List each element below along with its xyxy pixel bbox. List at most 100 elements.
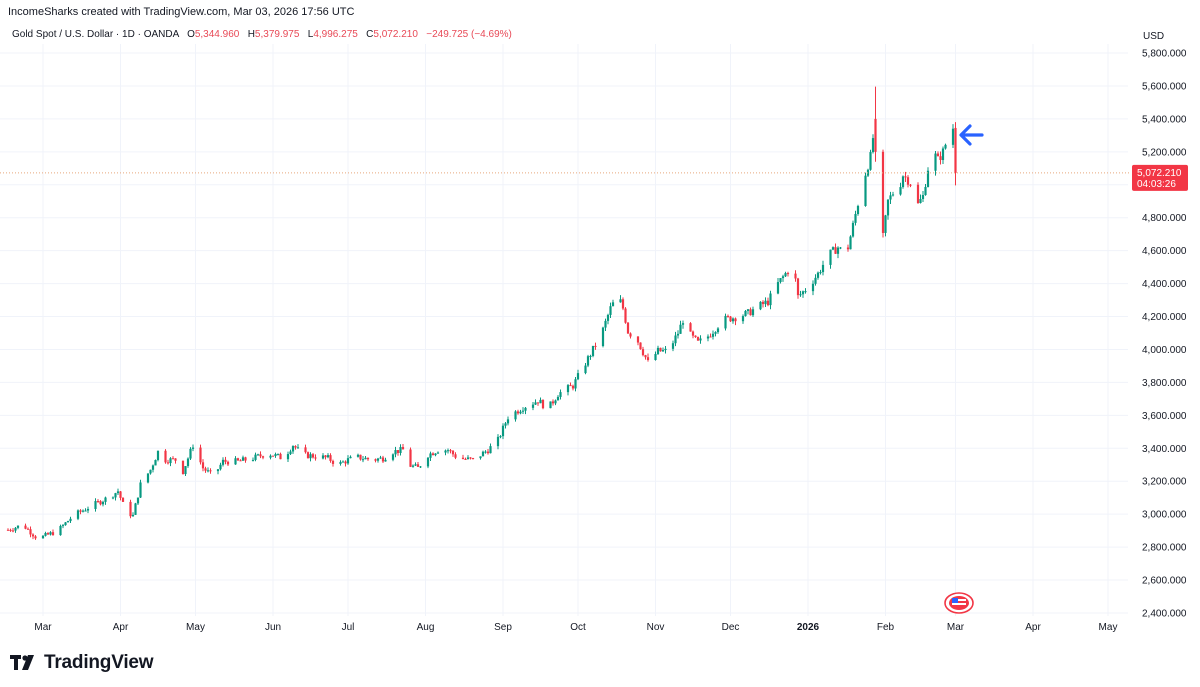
time-axis[interactable]: Mar Apr May Jun Jul Aug Sep Oct Nov Dec 2026 Feb Mar… bbox=[34, 622, 1117, 633]
candle-body bbox=[391, 454, 395, 460]
candle-body bbox=[361, 459, 365, 461]
candle-body bbox=[584, 365, 587, 374]
candle-body bbox=[524, 407, 527, 411]
candle-body bbox=[794, 273, 797, 279]
candle-body bbox=[951, 128, 955, 145]
close-value: 5,072.210 bbox=[373, 29, 418, 40]
candle-body bbox=[626, 322, 630, 334]
candle-body bbox=[86, 508, 90, 511]
candle-body bbox=[314, 457, 317, 459]
candle-body bbox=[576, 373, 580, 380]
candle-body bbox=[436, 452, 440, 454]
time-tick-label: Sep bbox=[494, 622, 512, 633]
candle-body bbox=[781, 276, 785, 279]
candle-body bbox=[49, 532, 52, 535]
candle-body bbox=[881, 151, 885, 233]
candle-body bbox=[904, 176, 907, 178]
candle-body bbox=[94, 501, 97, 509]
time-tick-label: Oct bbox=[570, 622, 586, 633]
candle-body bbox=[671, 343, 675, 349]
candle-body bbox=[41, 535, 45, 539]
candle-body bbox=[681, 323, 685, 325]
candle-body bbox=[276, 453, 280, 455]
candle-body bbox=[469, 457, 472, 459]
candle-body bbox=[379, 457, 382, 459]
candle-body bbox=[411, 465, 415, 467]
candle-body bbox=[184, 466, 187, 475]
currency-label[interactable]: USD bbox=[1143, 31, 1165, 42]
candle-body bbox=[856, 205, 860, 214]
candle-body bbox=[481, 451, 485, 457]
candle-body bbox=[954, 127, 957, 173]
price-tick-label: 5,400.000 bbox=[1142, 114, 1187, 125]
last-price-label: 5,072.210 bbox=[1137, 168, 1182, 179]
candle-body bbox=[409, 449, 412, 467]
candle-body bbox=[366, 457, 370, 460]
time-tick-label: May bbox=[1099, 622, 1118, 633]
candle-body bbox=[539, 399, 542, 404]
candle-body bbox=[676, 333, 680, 336]
candle-body bbox=[461, 457, 465, 459]
candle-body bbox=[731, 318, 735, 322]
candle-body bbox=[449, 450, 452, 452]
candle-body bbox=[381, 457, 385, 462]
candle-body bbox=[76, 510, 80, 519]
tradingview-brand: TradingView bbox=[44, 652, 154, 673]
change-value: −249.725 (−4.69%) bbox=[426, 29, 512, 40]
candle-body bbox=[551, 401, 555, 404]
high-label: H bbox=[247, 29, 255, 40]
candle-body bbox=[151, 465, 155, 470]
candle-body bbox=[16, 525, 20, 528]
candle-body bbox=[871, 138, 875, 153]
candle-body bbox=[899, 187, 902, 195]
candle-body bbox=[764, 300, 767, 305]
candle-body bbox=[709, 336, 712, 338]
candle-body bbox=[654, 353, 657, 361]
candle-body bbox=[659, 347, 662, 352]
candle-body bbox=[814, 277, 817, 284]
candle-body bbox=[416, 464, 420, 467]
candle-body bbox=[661, 350, 665, 352]
candle-body bbox=[131, 514, 135, 517]
candle-body bbox=[349, 456, 352, 459]
candle-body bbox=[201, 462, 205, 469]
tradingview-logo[interactable]: TradingView bbox=[10, 652, 154, 674]
candle-body bbox=[359, 454, 362, 460]
us-flag-event-icon[interactable] bbox=[944, 592, 974, 614]
candle-body bbox=[426, 457, 430, 467]
candle-body bbox=[519, 411, 522, 414]
candle-body bbox=[396, 450, 400, 453]
candle-body bbox=[849, 236, 852, 250]
candle-body bbox=[129, 501, 132, 517]
candle-body bbox=[344, 461, 347, 464]
candle-body bbox=[796, 278, 800, 296]
price-tick-label: 2,600.000 bbox=[1142, 576, 1187, 587]
candle-body bbox=[901, 176, 905, 188]
candle-body bbox=[664, 348, 667, 351]
candle-body bbox=[116, 491, 120, 494]
candle-body bbox=[944, 144, 947, 149]
candle-body bbox=[274, 454, 277, 457]
candle-body bbox=[446, 450, 450, 452]
candle-body bbox=[186, 458, 190, 467]
price-axis[interactable]: 2,400.000 2,600.000 2,800.000 3,000.000 3,20… bbox=[1142, 49, 1187, 620]
candle-body bbox=[26, 528, 30, 530]
candle-body bbox=[601, 327, 605, 347]
candle-body bbox=[554, 400, 557, 404]
candle-body bbox=[749, 309, 752, 316]
candle-body bbox=[816, 272, 820, 278]
candle-body bbox=[784, 273, 787, 277]
candle-body bbox=[479, 456, 482, 459]
candle-body bbox=[811, 283, 815, 292]
candle-body bbox=[521, 410, 525, 412]
candles bbox=[6, 86, 957, 540]
candle-body bbox=[766, 300, 770, 306]
candle-body bbox=[734, 318, 737, 322]
candle-body bbox=[621, 299, 625, 309]
time-tick-label: Jul bbox=[342, 622, 355, 633]
candle-body bbox=[146, 473, 150, 483]
candle-body bbox=[216, 469, 220, 472]
candle-body bbox=[204, 468, 207, 471]
candle-body bbox=[279, 453, 282, 460]
